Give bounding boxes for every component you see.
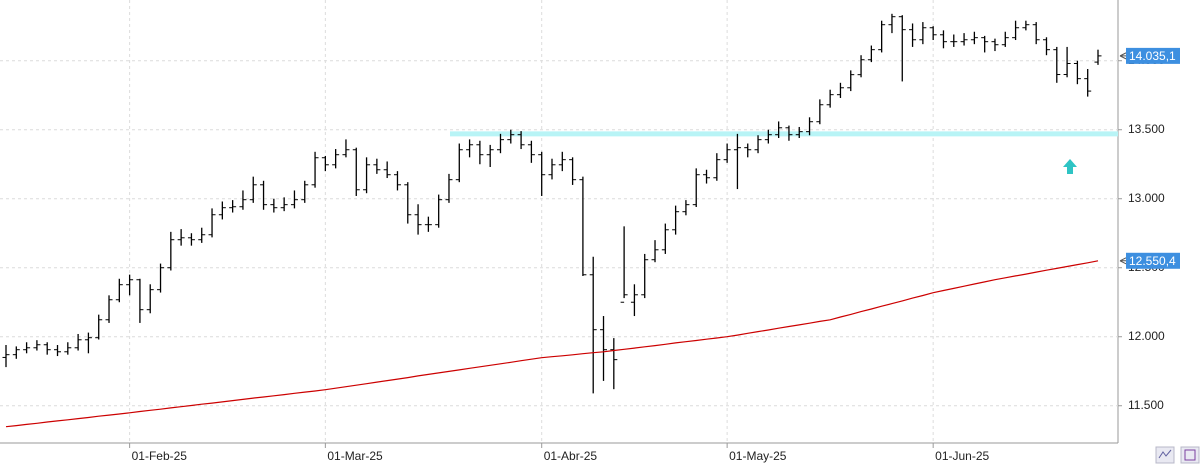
save-button[interactable]	[1180, 446, 1200, 464]
x-tick-label: 01-May-25	[729, 449, 787, 463]
price-tag-label: 14.035,1	[1129, 49, 1176, 63]
plot	[2, 13, 1118, 428]
price-tag	[1126, 252, 1180, 269]
y-tick-label: 11.500	[1128, 398, 1164, 412]
level-band	[450, 131, 1118, 137]
y-tick-label: 13.500	[1128, 122, 1165, 136]
x-tick-label: 01-Abr-25	[544, 449, 598, 463]
x-tick-label: 01-Feb-25	[132, 449, 188, 463]
scale-button-icon	[1158, 449, 1172, 459]
grid: 11.50012.00012.50013.00013.50014.00001-F…	[0, 0, 1165, 463]
moving-average-line	[5, 260, 1099, 428]
price-tag	[1126, 47, 1180, 64]
y-tick-label: 12.000	[1128, 329, 1165, 343]
up-arrow-icon	[1063, 159, 1077, 174]
x-tick-label: 01-Mar-25	[327, 449, 383, 463]
x-tick-label: 01-Jun-25	[935, 449, 989, 463]
price-tag-label: 12.550,4	[1129, 254, 1176, 268]
y-tick-label: 13.000	[1128, 191, 1165, 205]
save-button-icon	[1184, 449, 1196, 461]
price-tags: 14.035,1 12.550,4	[1119, 47, 1180, 269]
